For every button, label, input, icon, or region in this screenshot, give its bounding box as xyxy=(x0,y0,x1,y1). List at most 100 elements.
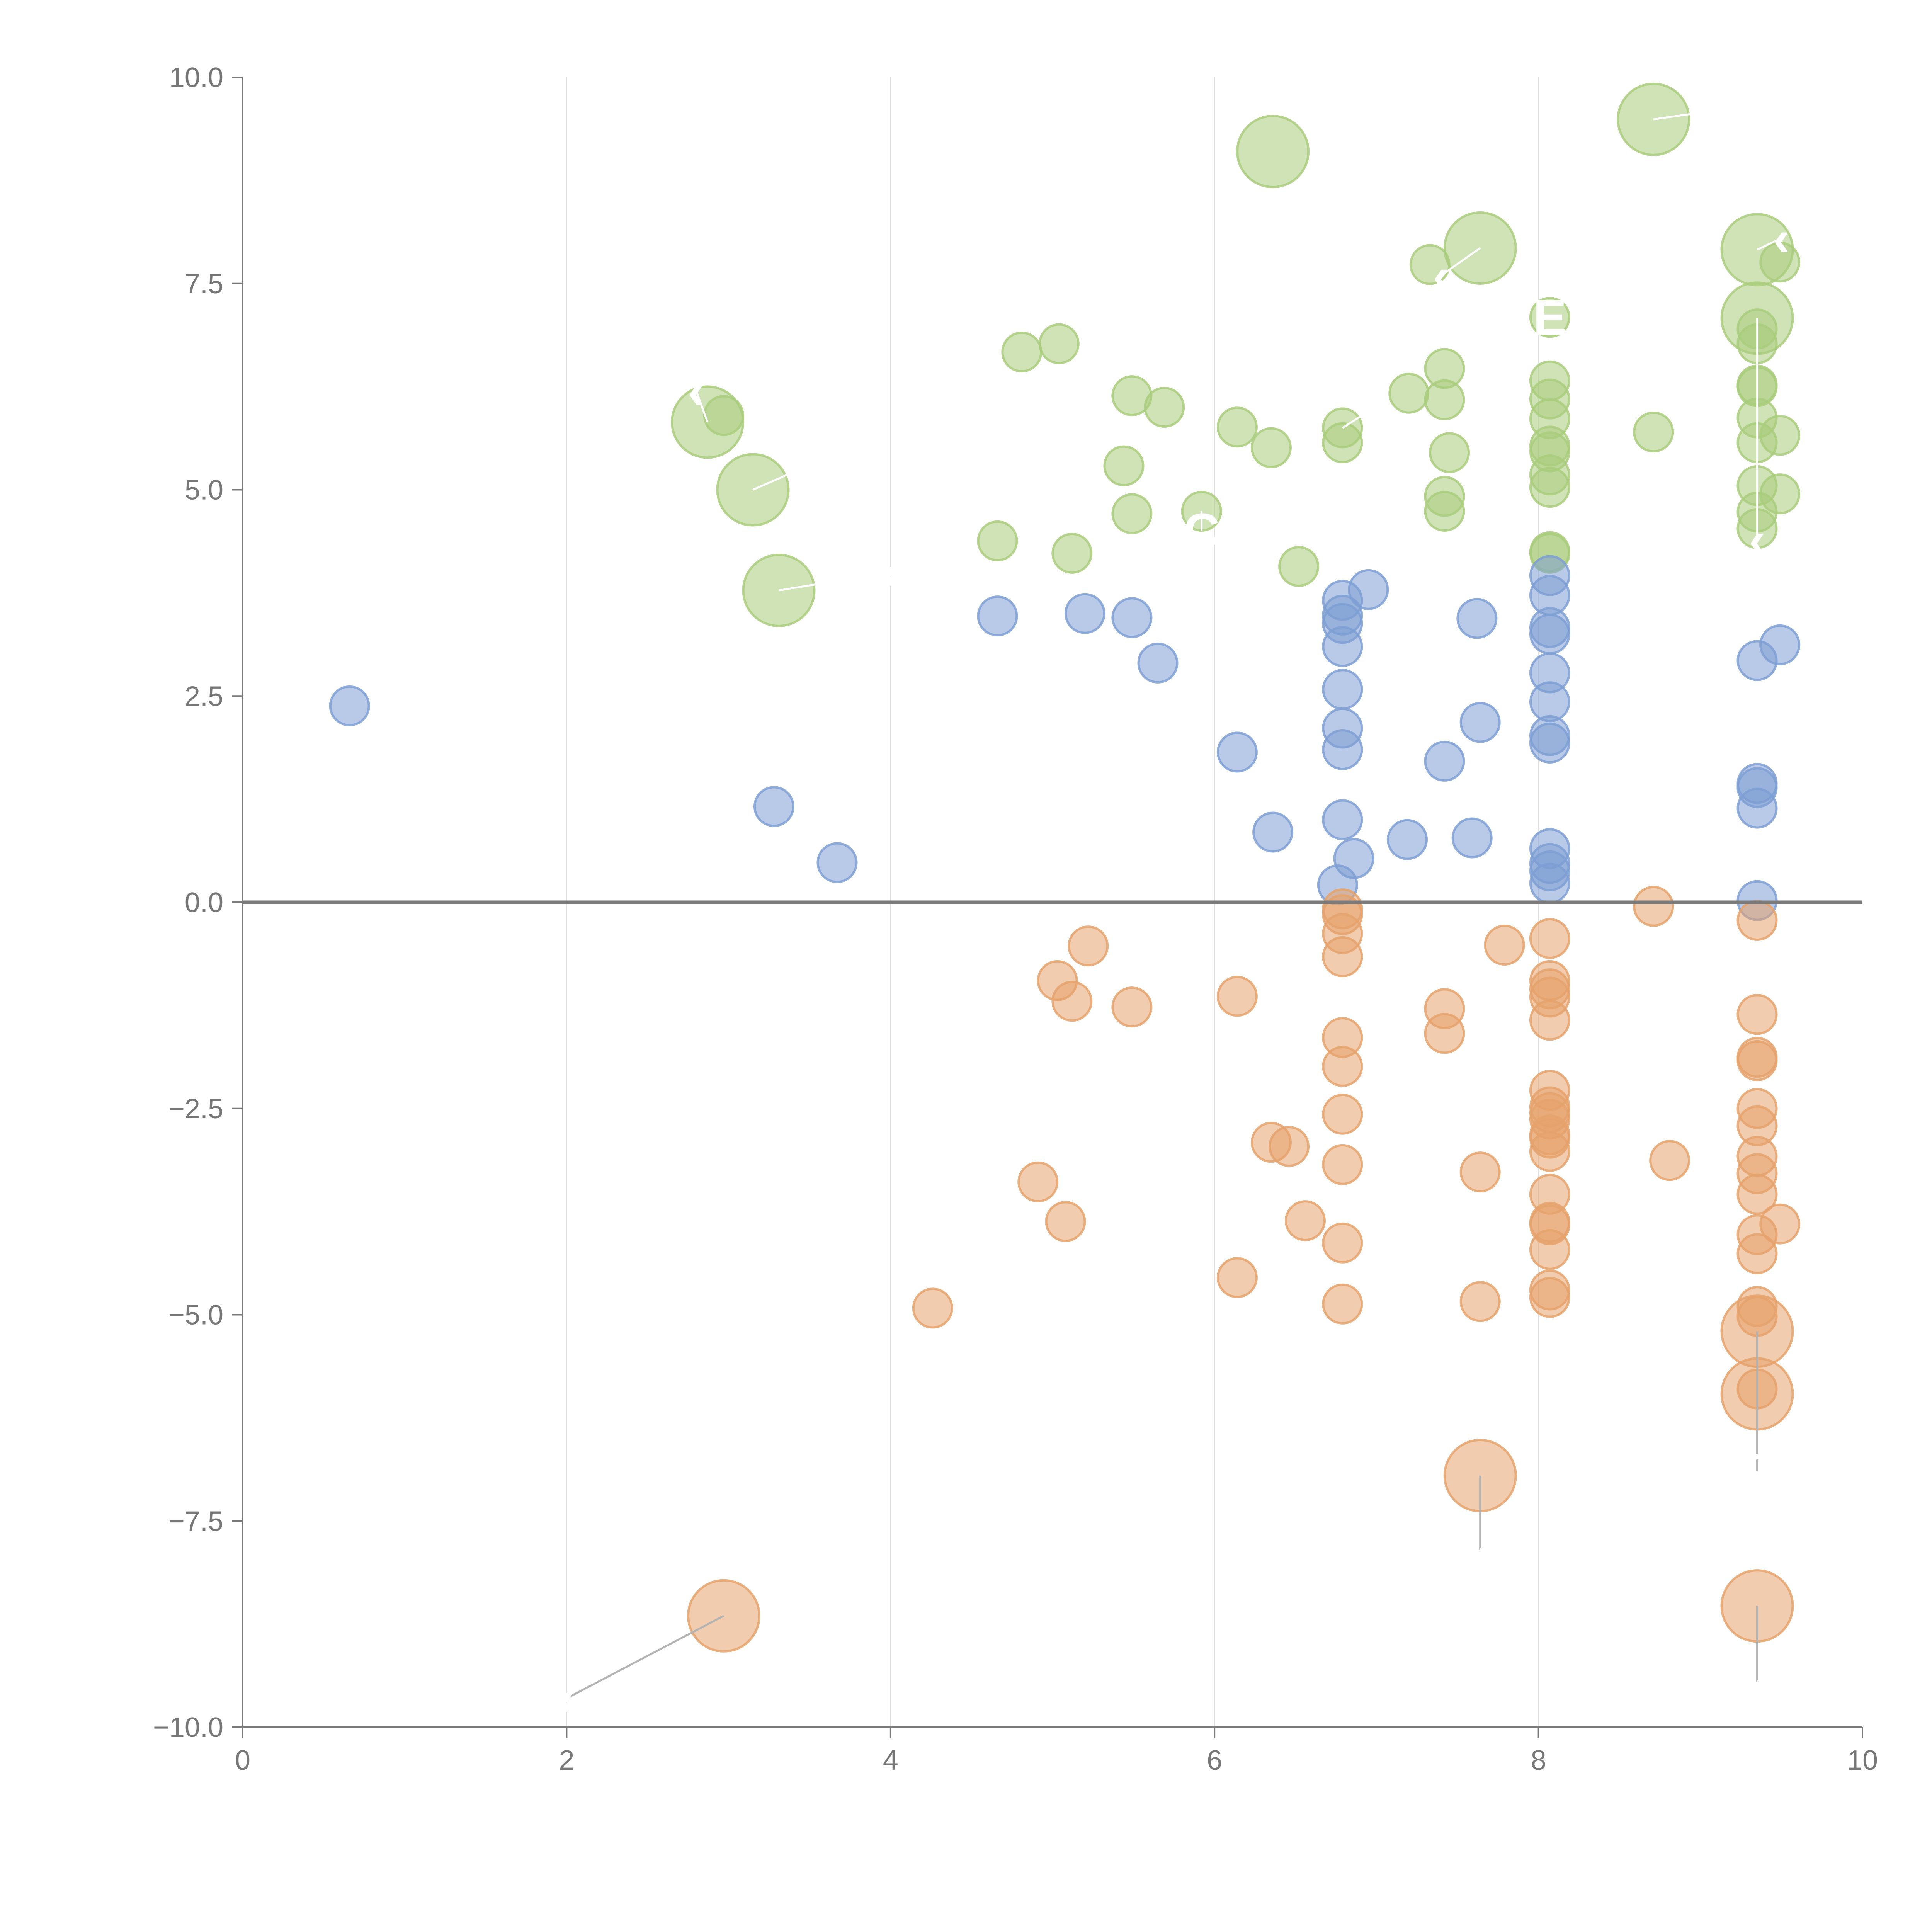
point-orange xyxy=(1736,1233,1778,1274)
point-orange xyxy=(1424,1013,1465,1054)
point-blue xyxy=(1348,569,1389,610)
annotation-leader xyxy=(695,390,709,423)
point-orange xyxy=(1484,925,1525,966)
point-green xyxy=(1001,331,1043,372)
point-orange xyxy=(1322,1222,1363,1264)
point-blue xyxy=(1424,740,1465,782)
annotation-label: ‹ xyxy=(1472,1526,1488,1582)
point-blue xyxy=(1736,787,1778,829)
point-green xyxy=(1216,406,1258,448)
point-blue xyxy=(1216,731,1258,773)
point-green xyxy=(1424,379,1465,420)
point-blue xyxy=(1252,811,1294,853)
point-orange xyxy=(1459,1281,1501,1322)
point-orange xyxy=(1459,1151,1501,1193)
point-orange xyxy=(1529,1277,1570,1318)
point-green xyxy=(1322,422,1363,463)
annotation-leader xyxy=(1440,247,1481,276)
point-green xyxy=(1250,427,1292,468)
annotation-label: ‹ xyxy=(801,437,818,493)
point-blue xyxy=(1529,722,1570,764)
point-orange xyxy=(1529,1131,1570,1172)
point-green xyxy=(1633,412,1674,453)
annotation-label: ‹ xyxy=(688,362,704,419)
point-orange xyxy=(1216,976,1258,1017)
point-green xyxy=(1144,387,1185,428)
point-orange xyxy=(1068,925,1109,967)
x-tick-label: 0 xyxy=(235,1745,250,1776)
annotation-leader xyxy=(1342,410,1369,429)
annotation-labels: ‹ ‹ ‹ G E C ‹ ‹ ‹ ‹ ‹ ‹ ‹ ‹ xyxy=(558,82,1790,1726)
point-blue xyxy=(977,595,1018,637)
point-green xyxy=(1388,372,1430,414)
point-blue xyxy=(1322,799,1363,840)
point-green xyxy=(1278,546,1320,587)
annotation-leader xyxy=(566,1615,724,1699)
annotation-label: ‹ xyxy=(1708,82,1725,138)
data-points xyxy=(329,82,1801,1653)
y-tick-label: −2.5 xyxy=(168,1094,223,1124)
point-blue xyxy=(329,685,370,726)
annotation-leader xyxy=(779,571,891,592)
point-blue xyxy=(816,842,858,883)
y-tick-label: 0.0 xyxy=(185,887,223,918)
y-tick-label: −7.5 xyxy=(168,1506,223,1537)
point-blue xyxy=(1529,614,1570,655)
y-tick-label: 5.0 xyxy=(185,475,223,506)
point-green xyxy=(703,395,745,436)
point-blue xyxy=(1322,729,1363,770)
point-blue xyxy=(1111,597,1153,638)
x-tick-label: 10 xyxy=(1847,1745,1878,1776)
point-green xyxy=(1529,467,1570,508)
annotation-label: ‹ xyxy=(558,1670,575,1726)
x-tick-label: 4 xyxy=(883,1745,898,1776)
annotation-label: ‹ xyxy=(1773,210,1790,266)
y-tick-label: 10.0 xyxy=(169,62,223,93)
point-orange xyxy=(1736,900,1778,941)
y-tick-label: −10.0 xyxy=(153,1712,223,1743)
point-blue xyxy=(1451,817,1493,859)
axes: 0 2 4 6 8 10 10.0 7.5 5.0 2.5 0.0 −2.5 −5.0 −7.5 −10.0 xyxy=(153,62,1878,1776)
point-orange xyxy=(1284,1200,1326,1242)
annotation-leader xyxy=(1757,237,1782,251)
point-green xyxy=(1759,242,1801,283)
point-green xyxy=(1759,473,1801,515)
annotation-label: ‹ xyxy=(1433,247,1449,303)
y-tick-label: 7.5 xyxy=(185,269,223,299)
point-orange xyxy=(1322,1144,1363,1185)
point-blue xyxy=(1322,626,1363,667)
point-orange xyxy=(1759,1203,1801,1245)
annotation-label: G xyxy=(1738,1443,1777,1500)
annotation-label: E xyxy=(1533,289,1567,345)
point-orange xyxy=(912,1287,953,1329)
point-orange xyxy=(1633,886,1674,927)
y-tick-label: 2.5 xyxy=(185,681,223,712)
point-green xyxy=(1038,323,1080,364)
x-tick-label: 2 xyxy=(559,1745,574,1776)
point-blue xyxy=(753,786,794,827)
annotation-leaders xyxy=(566,109,1782,1699)
point-orange xyxy=(1529,1000,1570,1041)
point-green xyxy=(1103,445,1145,486)
annotation-label: C xyxy=(1184,503,1220,559)
point-green xyxy=(977,520,1018,561)
annotation-leader xyxy=(752,464,810,491)
point-orange xyxy=(1017,1161,1059,1202)
point-orange xyxy=(1322,1283,1363,1325)
annotation-label: ‹ xyxy=(1749,1658,1765,1714)
point-blue xyxy=(1529,862,1570,904)
point-blue xyxy=(1333,838,1374,879)
point-orange xyxy=(1649,1140,1690,1181)
point-orange xyxy=(1736,1040,1778,1081)
point-green xyxy=(1111,493,1153,534)
point-green xyxy=(1424,491,1465,532)
point-green xyxy=(1236,115,1310,189)
x-tick-label: 8 xyxy=(1531,1745,1546,1776)
point-blue xyxy=(1759,624,1801,665)
point-orange xyxy=(1736,1173,1778,1215)
x-tick-label: 6 xyxy=(1207,1745,1222,1776)
point-orange xyxy=(1529,918,1570,959)
point-orange xyxy=(1269,1126,1310,1167)
